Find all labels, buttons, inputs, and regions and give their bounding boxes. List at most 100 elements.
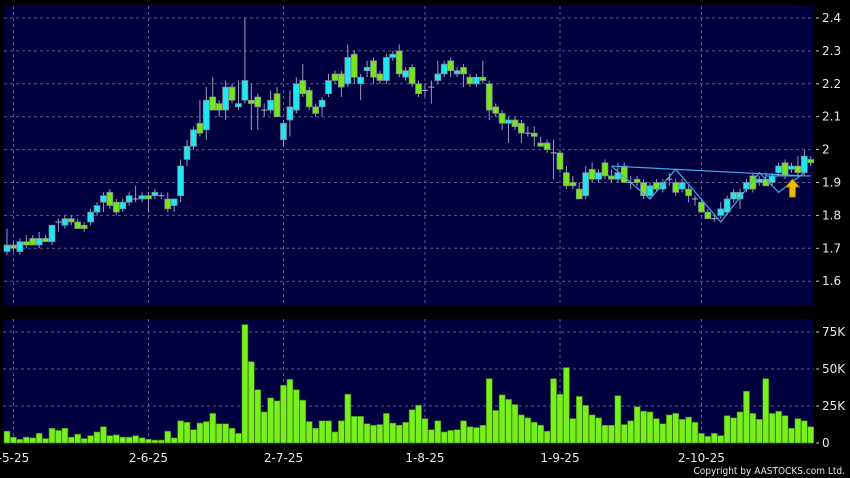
candle-down: [633, 178, 641, 183]
volume-bar: [421, 418, 429, 444]
volume-bar: [203, 421, 210, 444]
axis-labels: 2.4 2.3 2.2 2.1 2 1.9 1.8 1.7 1.6 75K 50K 25K 0 -5-25…: [0, 11, 846, 465]
candle-up: [383, 57, 390, 81]
candle-up: [402, 70, 410, 78]
candle-down: [620, 165, 628, 183]
volume-bar: [556, 393, 564, 444]
candle-up: [16, 241, 24, 252]
volume-bar: [132, 435, 139, 444]
candle-down: [672, 182, 680, 193]
price-tick-label: 1.6: [822, 274, 841, 288]
volume-bar: [100, 426, 107, 444]
volume-bar: [710, 433, 718, 444]
volume-bar: [170, 437, 178, 444]
volume-bar: [299, 399, 307, 444]
candle-down: [338, 73, 345, 88]
volume-tick-label: 25K: [822, 399, 846, 413]
candle-down: [794, 165, 802, 173]
volume-bar: [775, 410, 782, 444]
candle-down: [10, 244, 17, 249]
candle-down: [106, 192, 114, 206]
candle-down: [698, 201, 705, 213]
candle-down: [350, 53, 358, 78]
volume-bar: [350, 416, 358, 444]
candle-down: [556, 152, 564, 170]
candle-down: [145, 195, 152, 200]
candle-down: [537, 142, 545, 147]
candle-down: [331, 73, 339, 81]
volume-bar: [762, 378, 770, 444]
volume-bar: [80, 438, 88, 444]
candle-up: [125, 195, 133, 203]
pattern-overlay: [611, 165, 811, 223]
volume-bar: [717, 435, 725, 444]
candle-down: [608, 175, 615, 180]
volume-bar: [460, 420, 467, 444]
volume-bar: [312, 427, 319, 444]
price-tick-label: 1.8: [822, 208, 841, 222]
volume-bar: [106, 435, 114, 444]
volume-bar: [42, 438, 49, 444]
date-tick-label: 2-10-25: [678, 451, 725, 465]
volume-bar: [383, 413, 390, 444]
volume-bar: [357, 416, 364, 444]
volume-bar: [685, 416, 692, 444]
volume-bar: [389, 422, 397, 444]
candle-up: [453, 70, 461, 75]
volume-bar: [29, 437, 37, 444]
candle-down: [376, 73, 384, 81]
volume-bar: [48, 427, 56, 444]
volume-bar: [646, 411, 654, 444]
volume-bar: [659, 423, 667, 444]
volume-bar: [248, 361, 255, 444]
volume-bar: [370, 424, 377, 444]
volume-bar: [151, 439, 159, 444]
volume-bar: [61, 427, 69, 444]
candlesticks: [3, 18, 815, 255]
candle-down: [601, 162, 609, 177]
volume-bar: [595, 417, 602, 444]
volume-bar: [511, 404, 519, 444]
candle-down: [215, 103, 223, 111]
candle-up: [222, 86, 229, 111]
volume-bar: [614, 395, 622, 444]
candle-up: [151, 192, 159, 197]
candle-up: [286, 106, 294, 121]
volume-bar: [543, 430, 551, 444]
volume-bar: [601, 424, 609, 444]
price-panel: [4, 6, 814, 305]
volume-bar: [331, 431, 339, 444]
candle-up: [138, 195, 146, 200]
volume-tick-label: 50K: [822, 362, 846, 376]
volume-bar: [807, 426, 815, 444]
volume-bar: [582, 404, 590, 444]
candle-up: [100, 195, 107, 203]
volume-bar: [74, 433, 82, 444]
candle-up: [800, 155, 808, 173]
price-tick-label: 1.7: [822, 241, 841, 255]
volume-bar: [447, 430, 454, 444]
candle-down: [299, 80, 307, 95]
candle-down: [530, 132, 538, 137]
volume-bar: [286, 379, 294, 444]
candle-up: [35, 238, 43, 246]
volume-bar: [113, 434, 120, 444]
candle-up: [646, 185, 654, 197]
volume-bar: [87, 435, 94, 444]
candle-up: [755, 178, 763, 183]
volume-bar: [575, 396, 583, 444]
candle-down: [447, 60, 455, 71]
volume-bar: [267, 397, 274, 444]
candle-up: [678, 182, 686, 190]
candle-up: [177, 165, 184, 197]
volume-bar: [498, 394, 506, 444]
candle-up: [267, 99, 274, 111]
candle-down: [74, 221, 82, 229]
candle-up: [717, 208, 725, 216]
candle-down: [305, 90, 313, 108]
price-tick-label: 2.3: [822, 44, 841, 58]
volume-bar: [344, 393, 352, 444]
volume-bar: [363, 423, 371, 444]
signal-arrow-up-icon: [784, 178, 801, 198]
